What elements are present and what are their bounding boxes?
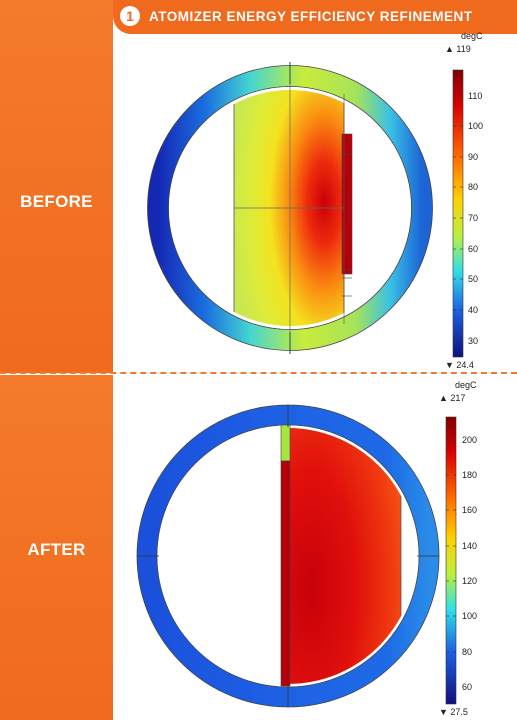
after-heated-core — [289, 428, 401, 684]
before-colorbar-unit: degC — [461, 31, 483, 41]
before-sidebar: BEFORE — [0, 0, 113, 373]
after-colorbar — [445, 416, 457, 705]
after-tick-label: 180 — [462, 470, 478, 480]
after-tick-label: 160 — [462, 505, 478, 515]
step-number-badge: 1 — [120, 6, 140, 26]
before-label: BEFORE — [20, 192, 93, 211]
before-panel: degC ▲ 119 110 100 90 80 70 60 50 40 30 … — [113, 31, 517, 372]
page-title: ATOMIZER ENERGY EFFICIENCY REFINEMENT — [149, 9, 473, 24]
before-tick-label: 30 — [468, 336, 479, 346]
before-colorbar — [452, 69, 464, 358]
after-strip-top — [280, 424, 291, 462]
after-colorbar-unit: degC — [455, 380, 477, 390]
after-tick-label: 60 — [462, 682, 473, 692]
before-tick-label: 40 — [468, 305, 479, 315]
after-tick-label: 200 — [462, 435, 478, 445]
after-tick-label: 80 — [462, 647, 473, 657]
before-tick-label: 100 — [468, 121, 484, 131]
after-colorbar-min: ▼ 27.5 — [439, 707, 468, 717]
before-tick-label: 110 — [468, 91, 483, 101]
after-panel: degC ▲ 217 200 180 160 140 120 100 80 60… — [113, 375, 517, 720]
after-sidebar: AFTER — [0, 375, 113, 720]
after-temperature-plot — [136, 404, 457, 708]
before-colorbar-min: ▼ 24.4 — [445, 360, 474, 370]
after-tick-label: 100 — [462, 611, 478, 621]
before-temperature-plot — [147, 62, 464, 358]
after-colorbar-max: ▲ 217 — [439, 393, 466, 403]
before-tick-label: 70 — [468, 213, 479, 223]
after-label: AFTER — [27, 540, 86, 559]
after-tick-label: 140 — [462, 541, 478, 551]
title-bar: 1 ATOMIZER ENERGY EFFICIENCY REFINEMENT — [113, 0, 517, 34]
before-tick-label: 60 — [468, 244, 479, 254]
before-heating-strip — [341, 133, 353, 275]
after-tick-label: 120 — [462, 576, 478, 586]
section-divider — [0, 372, 517, 374]
before-tick-label: 50 — [468, 274, 479, 284]
before-tick-label: 90 — [468, 152, 479, 162]
before-colorbar-max: ▲ 119 — [445, 44, 471, 54]
after-heating-strip — [280, 460, 291, 687]
before-tick-label: 80 — [468, 182, 479, 192]
